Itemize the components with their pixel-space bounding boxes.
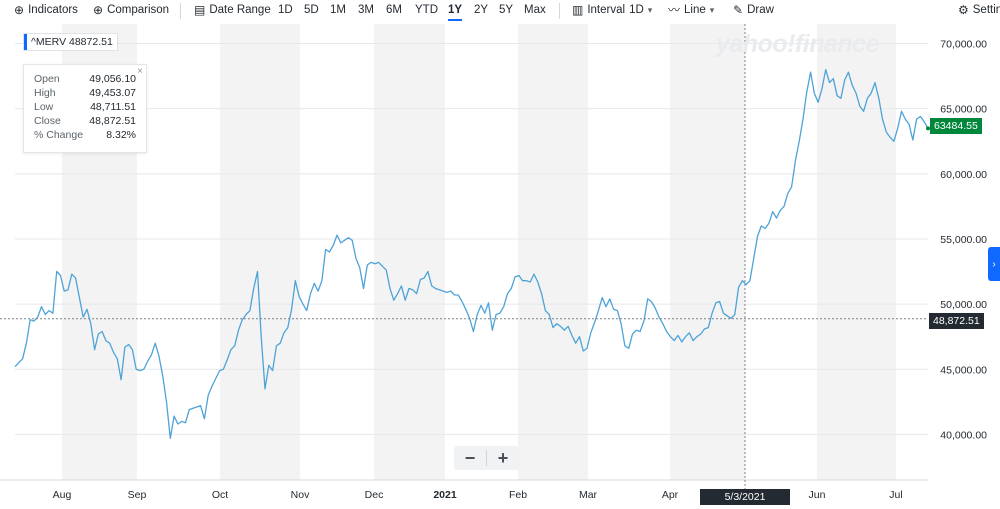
chevron-down-icon: ▾ [709,4,715,15]
zoom-out-button[interactable]: − [464,447,476,468]
x-tick-label: 2021 [433,489,457,501]
interval-label: Interval [587,4,626,16]
y-tick-label: 50,000.00 [940,299,987,311]
range-1m[interactable]: 1M [330,4,346,16]
x-tick-label: Apr [662,489,679,501]
range-5d[interactable]: 5D [304,4,319,16]
draw-label: Draw [747,4,774,16]
ticker-symbol: ^MERV [31,36,67,48]
gear-icon: ⚙ [958,3,969,17]
month-band [817,24,896,480]
month-band [670,24,745,480]
range-3m[interactable]: 3M [358,4,374,16]
y-tick-label: 40,000.00 [940,429,987,441]
change-row: % Change 8.32% [34,129,136,141]
range-1d[interactable]: 1D [278,4,293,16]
date-range-button[interactable]: ▤ Date Range [194,4,271,16]
settings-label: Settings [972,4,1000,16]
close-row: Close 48,872.51 [34,115,136,127]
close-label: Close [34,115,61,127]
y-tick-label: 55,000.00 [940,234,987,246]
toolbar-divider [180,3,181,19]
comparison-button[interactable]: ⊕ Comparison [93,4,169,16]
y-tick-label: 45,000.00 [940,364,987,376]
zoom-control: − + [454,446,519,470]
indicators-label: Indicators [28,4,78,16]
x-tick-label: Jun [809,489,826,501]
last-price-tag: 63484.55 [930,118,982,134]
indicators-button[interactable]: ⊕ Indicators [14,4,78,16]
crosshair-price-tag: 48,872.51 [929,313,984,329]
plus-circle-icon: ⊕ [14,3,25,17]
yahoo-finance-watermark: yahoo!finance [716,30,879,58]
x-tick-label: Nov [291,489,310,501]
chart-toolbar: ⊕ Indicators ⊕ Comparison ▤ Date Range 1… [0,0,1000,24]
month-band [374,24,445,480]
range-ytd[interactable]: YTD [415,4,438,16]
x-tick-label: Sep [128,489,147,501]
low-value: 48,711.51 [90,101,136,113]
range-1y[interactable]: 1Y [448,4,463,21]
series-color-marker [24,34,27,50]
x-tick-label: Mar [579,489,598,501]
high-label: High [34,87,56,99]
high-value: 49,453.07 [89,87,136,99]
change-label: % Change [34,129,84,141]
open-label: Open [34,73,60,85]
range-2y[interactable]: 2Y [474,4,489,16]
series-line [14,68,929,439]
ticker-badge: ^MERV 48872.51 [23,33,118,51]
ticker-value: 48872.51 [69,36,113,48]
range-5y[interactable]: 5Y [499,4,514,16]
open-row: Open 49,056.10 [34,73,136,85]
open-value: 49,056.10 [89,73,136,85]
line-chart-icon: 〰 [668,3,681,17]
close-icon[interactable]: × [137,66,143,77]
crosshair-date-tag: 5/3/2021 [700,489,790,505]
price-chart[interactable]: 40,000.00 45,000.00 50,000.00 55,000.00 60,0… [0,24,1000,509]
zoom-divider [486,450,487,466]
ohlc-panel: × Open 49,056.10 High 49,453.07 Low 48,7… [23,64,147,153]
draw-button[interactable]: ✎ Draw [733,4,774,16]
month-band [220,24,300,480]
interval-value: 1D [629,4,644,16]
x-tick-label: Jul [889,489,902,501]
chevron-right-icon: › [992,258,996,270]
last-price-marker [926,126,930,131]
close-value: 48,872.51 [89,115,136,127]
range-max[interactable]: Max [524,4,546,16]
settings-button[interactable]: ⚙ Settings [958,4,1000,16]
low-label: Low [34,101,54,113]
pencil-icon: ✎ [733,3,744,17]
candles-icon: ▥ [572,3,584,17]
x-tick-label: Aug [53,489,72,501]
x-tick-label: Oct [212,489,228,501]
date-range-label: Date Range [209,4,271,16]
range-6m[interactable]: 6M [386,4,402,16]
chart-type-label: Line [684,4,706,16]
toolbar-divider [559,3,560,19]
x-tick-label: Feb [509,489,527,501]
low-row: Low 48,711.51 [34,101,136,113]
month-band [518,24,588,480]
chart-type-button[interactable]: 〰 Line ▾ [668,4,714,16]
expand-panel-tab[interactable]: › [988,247,1000,281]
y-tick-label: 70,000.00 [940,39,987,51]
interval-button[interactable]: ▥ Interval 1D ▾ [572,4,652,16]
change-value: 8.32% [106,129,136,141]
zoom-in-button[interactable]: + [497,447,509,468]
calendar-icon: ▤ [194,3,206,17]
x-tick-label: Dec [365,489,384,501]
y-tick-label: 60,000.00 [940,169,987,181]
comparison-label: Comparison [107,4,170,16]
high-row: High 49,453.07 [34,87,136,99]
y-tick-label: 65,000.00 [940,104,987,116]
chevron-down-icon: ▾ [647,4,653,15]
plus-circle-icon: ⊕ [93,3,104,17]
